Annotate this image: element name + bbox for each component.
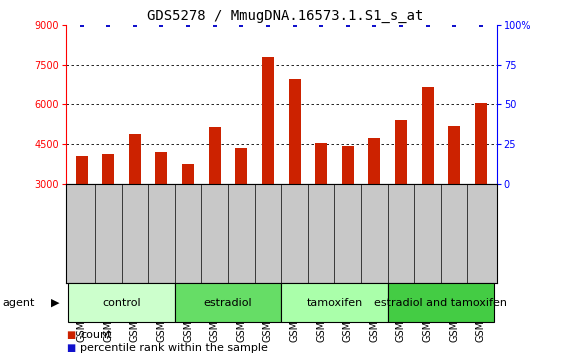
Text: agent: agent [3,298,35,308]
Text: estradiol: estradiol [204,298,252,308]
Text: ■: ■ [66,343,75,353]
Bar [448,126,460,184]
Bar [388,283,494,322]
Bar [182,164,194,184]
Bar [102,154,114,184]
Text: tamoxifen: tamoxifen [306,298,363,308]
Bar [235,148,247,184]
Bar [129,133,141,184]
Text: control: control [102,298,141,308]
Bar [69,283,175,322]
Text: ■: ■ [66,330,75,339]
Bar [395,120,407,184]
Bar [175,283,282,322]
Bar [209,127,220,184]
Text: GDS5278 / MmugDNA.16573.1.S1_s_at: GDS5278 / MmugDNA.16573.1.S1_s_at [147,9,424,23]
Text: ▶: ▶ [51,298,60,308]
Bar [155,152,167,184]
Bar [421,87,433,184]
Bar [315,143,327,184]
Text: estradiol and tamoxifen: estradiol and tamoxifen [375,298,508,308]
Bar [342,145,353,184]
Bar [475,103,487,184]
Bar [262,57,274,184]
Bar [281,283,388,322]
Bar [288,79,300,184]
Bar [368,138,380,184]
Bar [75,156,87,184]
Text: count: count [80,330,111,339]
Text: percentile rank within the sample: percentile rank within the sample [80,343,268,353]
